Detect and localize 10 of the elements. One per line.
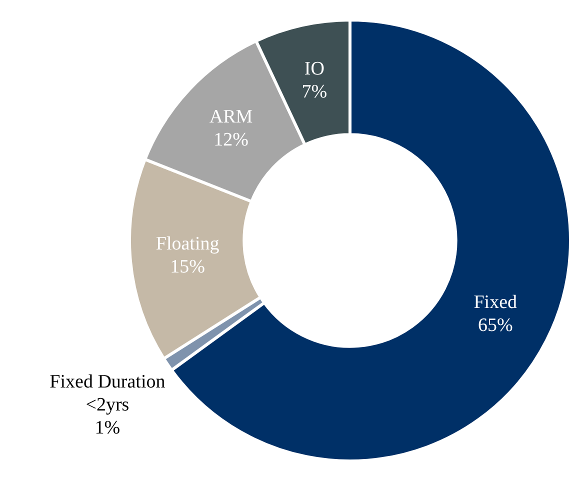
data-label: 15% xyxy=(170,256,206,278)
slice-label: ARM xyxy=(209,106,253,128)
data-label: 65% xyxy=(478,315,513,336)
slice-label: IO xyxy=(304,58,324,80)
data-label: 12% xyxy=(214,129,249,150)
slice-label: Fixed Duration <2yrs xyxy=(50,371,166,416)
slice-label: Fixed xyxy=(474,292,518,314)
slice-label: Floating xyxy=(156,233,220,254)
data-label: 1% xyxy=(94,417,120,438)
data-label: 7% xyxy=(302,82,328,103)
